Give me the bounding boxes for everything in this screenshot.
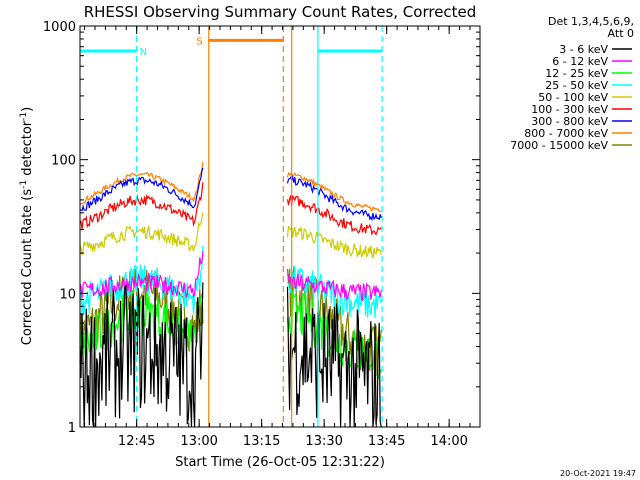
x-tick-label-3: 13:30 — [305, 434, 342, 449]
legend-label-8: 7000 - 15000 keV — [510, 139, 608, 152]
y-axis-ticks: 1 10 100 1000 — [43, 20, 480, 436]
x-tick-label-1: 13:00 — [180, 434, 217, 449]
legend-label-4: 50 - 100 keV — [538, 91, 608, 104]
legend-label-0: 3 - 6 keV — [559, 43, 608, 56]
y-tick-label-2: 100 — [51, 154, 76, 169]
series-line-5 — [79, 182, 382, 236]
legend-label-1: 6 - 12 keV — [552, 55, 608, 68]
legend-label-6: 300 - 800 keV — [531, 115, 608, 128]
x-axis-ticks: 12:45 13:00 13:15 13:30 13:45 14:00 — [84, 26, 471, 449]
status-bar-label-0: N — [140, 47, 147, 58]
series-line-7 — [79, 161, 382, 213]
y-tick-label-1: 10 — [59, 287, 76, 302]
x-tick-label-0: 12:45 — [118, 434, 155, 449]
plot-layer: NS — [79, 26, 383, 428]
status-bar-label-1: S — [196, 36, 202, 47]
legend-title-line-2: Att 0 — [608, 27, 634, 40]
series-line-1 — [79, 251, 382, 302]
legend-label-5: 100 - 300 keV — [531, 103, 608, 116]
legend-label-7: 800 - 7000 keV — [524, 127, 608, 140]
legend-label-2: 12 - 25 keV — [545, 67, 608, 80]
legend-title-line-1: Det 1,3,4,5,6,9, — [548, 15, 634, 28]
y-tick-label-0: 1 — [68, 421, 76, 436]
y-tick-label-3: 1000 — [43, 20, 76, 35]
chart-title: RHESSI Observing Summary Count Rates, Co… — [84, 3, 477, 21]
x-tick-label-2: 13:15 — [243, 434, 280, 449]
y-axis-label: Corrected Count Rate (s-1 detector-1) — [19, 107, 35, 345]
series-line-6 — [79, 167, 382, 222]
x-axis-label: Start Time (26-Oct-05 12:31:22) — [175, 455, 385, 470]
x-tick-label-5: 14:00 — [430, 434, 467, 449]
x-tick-label-4: 13:45 — [368, 434, 405, 449]
plot-frame — [79, 25, 481, 428]
legend-label-3: 25 - 50 keV — [545, 79, 608, 92]
timestamp: 20-Oct-2021 19:47 — [560, 469, 636, 478]
series-line-0 — [79, 282, 382, 428]
series-line-4 — [79, 212, 382, 259]
